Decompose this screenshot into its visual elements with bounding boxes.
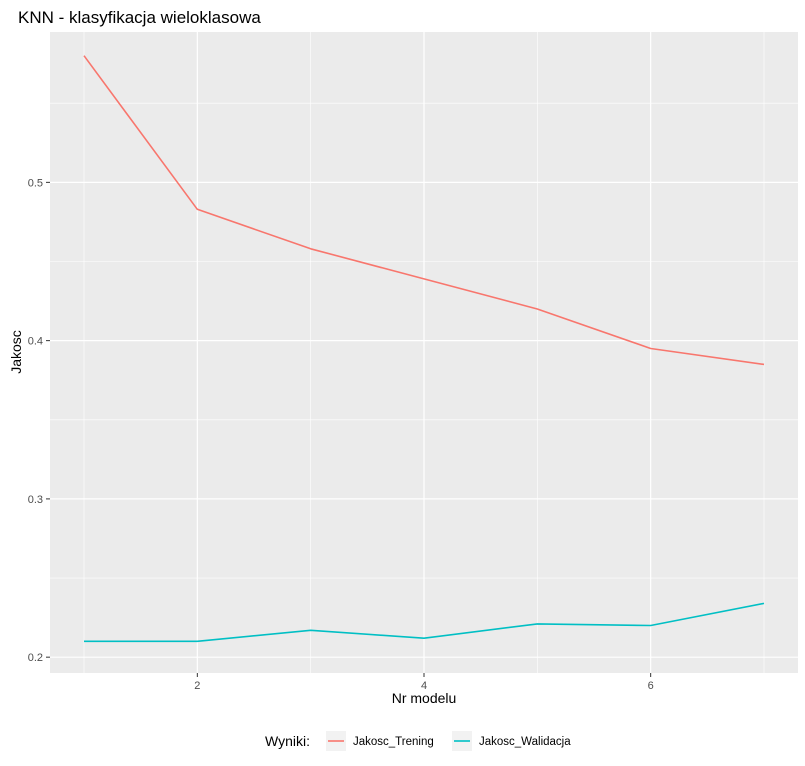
chart-title: KNN - klasyfikacja wieloklasowa [18,8,261,27]
series-line-jakosc-trening [83,55,765,366]
x-axis-title: Nr modelu [392,690,457,706]
legend-label-jakosc-walidacja: Jakosc_Walidacja [479,736,571,748]
legend: Wyniki: Jakosc_Trening Jakosc_Walidacja [265,731,571,751]
major-gridlines [50,32,798,673]
axis-ticks [46,181,652,677]
series-lines [83,55,765,643]
x-tick-label: 4 [421,680,427,692]
legend-label-jakosc-trening: Jakosc_Trening [353,736,434,748]
y-tick-label: 0.4 [28,336,43,348]
legend-title: Wyniki: [265,733,310,749]
x-tick-label: 6 [648,680,654,692]
y-tick-label: 0.5 [28,177,43,189]
y-tick-label: 0.2 [28,652,43,664]
y-axis-title: Jakosc [8,330,24,374]
y-tick-label: 0.3 [28,494,43,506]
x-tick-label: 2 [194,680,200,692]
tick-labels: 2 4 6 0.2 0.3 0.4 0.5 [28,177,654,692]
series-line-jakosc-walidacja [84,602,765,643]
